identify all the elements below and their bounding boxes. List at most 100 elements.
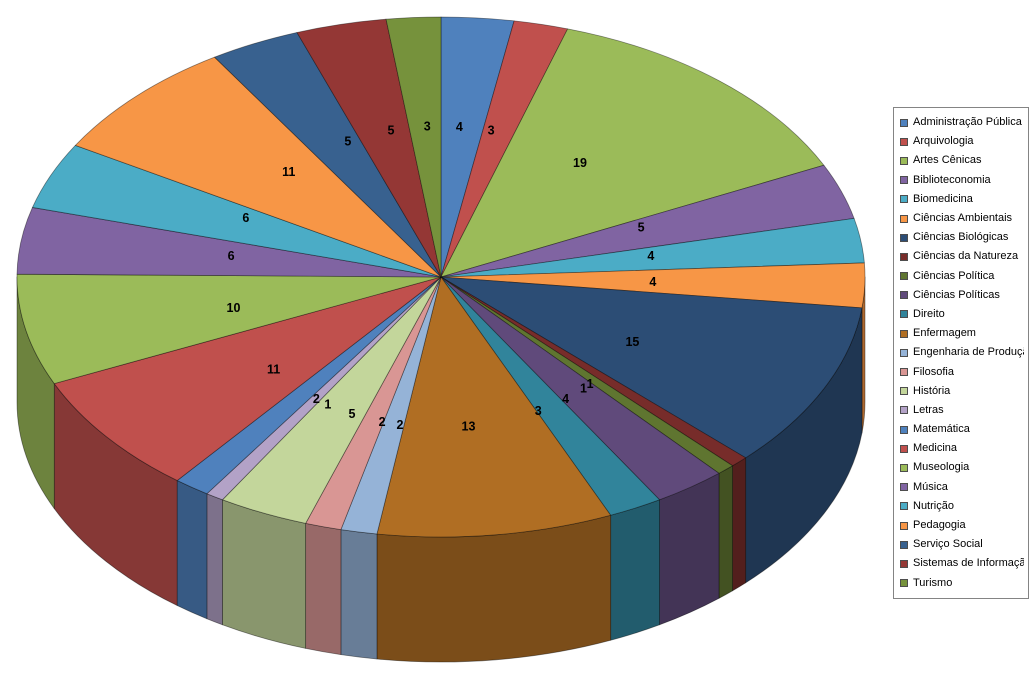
- legend-swatch: [900, 348, 908, 357]
- legend-swatch: [900, 387, 908, 396]
- pie-slice: [440, 20, 569, 278]
- legend-item: Arquivologia: [900, 132, 1024, 151]
- pie-slice-side: [376, 514, 612, 663]
- legend-swatch: [900, 252, 908, 261]
- pie-slice: [214, 32, 442, 278]
- pie-value-label: 5: [387, 123, 394, 137]
- legend-item: Matemática: [900, 420, 1024, 439]
- legend-label: Administração Pública: [913, 116, 1022, 129]
- legend-label: Filosofia: [913, 365, 954, 378]
- pie-slice: [440, 276, 747, 467]
- pie-value-label: 13: [462, 420, 476, 434]
- pie-slice: [440, 276, 660, 516]
- pie-value-label: 2: [313, 392, 320, 406]
- legend-item: Enfermagem: [900, 324, 1024, 343]
- pie-value-label: 4: [647, 249, 654, 263]
- pie-value-label: 11: [282, 165, 295, 179]
- pie-slice-side: [305, 522, 342, 656]
- legend-item: Sistemas de Informação: [900, 554, 1024, 573]
- pie-value-label: 4: [456, 120, 463, 134]
- pie-value-label: 2: [379, 415, 386, 429]
- pie-value-label: 1: [580, 382, 587, 396]
- pie-slice: [32, 144, 442, 278]
- pie-value-label: 3: [535, 404, 542, 418]
- pie-slice: [440, 164, 855, 278]
- pie-slice: [16, 207, 442, 278]
- legend-swatch: [900, 272, 908, 281]
- pie-value-label: 1: [324, 397, 331, 411]
- legend-label: Direito: [913, 307, 945, 320]
- legend-swatch: [900, 463, 908, 472]
- pie-value-label: 6: [228, 249, 235, 263]
- legend-swatch: [900, 540, 908, 549]
- legend-swatch: [900, 579, 908, 588]
- legend-label: Matemática: [913, 423, 970, 436]
- pie-slice-side: [732, 457, 747, 592]
- legend-item: Ciências Política: [900, 267, 1024, 286]
- legend-item: Direito: [900, 305, 1024, 324]
- legend-label: Medicina: [913, 442, 958, 455]
- legend-item: Ciências Biológicas: [900, 228, 1024, 247]
- legend-label: Ciências Políticas: [913, 288, 1000, 301]
- legend-label: História: [913, 384, 951, 397]
- legend-label: Arquivologia: [913, 135, 974, 148]
- pie-slice-side: [718, 465, 733, 599]
- legend-label: Música: [913, 480, 948, 493]
- legend-swatch: [900, 214, 908, 223]
- pie-value-label: 19: [573, 156, 587, 170]
- legend-swatch: [900, 176, 908, 185]
- legend-item: Nutrição: [900, 497, 1024, 516]
- legend-swatch: [900, 444, 908, 453]
- pie-slice: [440, 16, 515, 278]
- legend-item: Administração Pública: [900, 113, 1024, 132]
- pie-slice: [53, 276, 442, 481]
- legend-swatch: [900, 195, 908, 204]
- legend-item: Ciências Ambientais: [900, 209, 1024, 228]
- pie-slice: [74, 56, 442, 278]
- chart-legend: Administração Pública Arquivologia Artes C…: [893, 107, 1029, 599]
- legend-swatch: [900, 425, 908, 434]
- legend-swatch: [900, 156, 908, 165]
- pie-value-label: 6: [242, 211, 249, 225]
- legend-swatch: [900, 502, 908, 511]
- pie-slice: [340, 276, 442, 535]
- pie-slice-side: [206, 493, 223, 626]
- pie-value-label: 5: [638, 220, 645, 234]
- pie-slice: [440, 276, 733, 474]
- pie-value-label: 15: [625, 335, 639, 349]
- pie-slice: [440, 28, 825, 278]
- legend-item: Música: [900, 478, 1024, 497]
- legend-item: Biblioteconomia: [900, 171, 1024, 190]
- legend-label: Pedagogia: [913, 519, 966, 532]
- pie-slice: [222, 276, 442, 524]
- legend-item: Ciências da Natureza: [900, 247, 1024, 266]
- pie-value-label: 4: [649, 275, 656, 289]
- legend-label: Sistemas de Informação: [913, 557, 1024, 570]
- legend-swatch: [900, 368, 908, 377]
- legend-label: Letras: [913, 403, 944, 416]
- pie-value-label: 5: [349, 407, 356, 421]
- pie-value-label: 5: [344, 135, 351, 149]
- pie-value-label: 4: [562, 392, 569, 406]
- pie-slice: [176, 276, 442, 495]
- legend-swatch: [900, 118, 908, 127]
- legend-item: Engenharia de Produção: [900, 343, 1024, 362]
- legend-item: Ciências Políticas: [900, 286, 1024, 305]
- legend-swatch: [900, 291, 908, 300]
- pie-slice: [385, 16, 442, 278]
- pie-slice-side: [610, 499, 660, 641]
- legend-item: Serviço Social: [900, 535, 1024, 554]
- pie-value-label: 10: [227, 301, 241, 315]
- legend-item: Museologia: [900, 458, 1024, 477]
- legend-swatch: [900, 483, 908, 492]
- legend-item: História: [900, 382, 1024, 401]
- pie-slice: [376, 276, 612, 538]
- legend-label: Ciências Ambientais: [913, 212, 1013, 225]
- pie-slice: [16, 273, 442, 385]
- pie-slice: [440, 276, 720, 501]
- pie-value-label: 2: [396, 418, 403, 432]
- legend-swatch: [900, 329, 908, 338]
- pie-slice: [206, 276, 442, 501]
